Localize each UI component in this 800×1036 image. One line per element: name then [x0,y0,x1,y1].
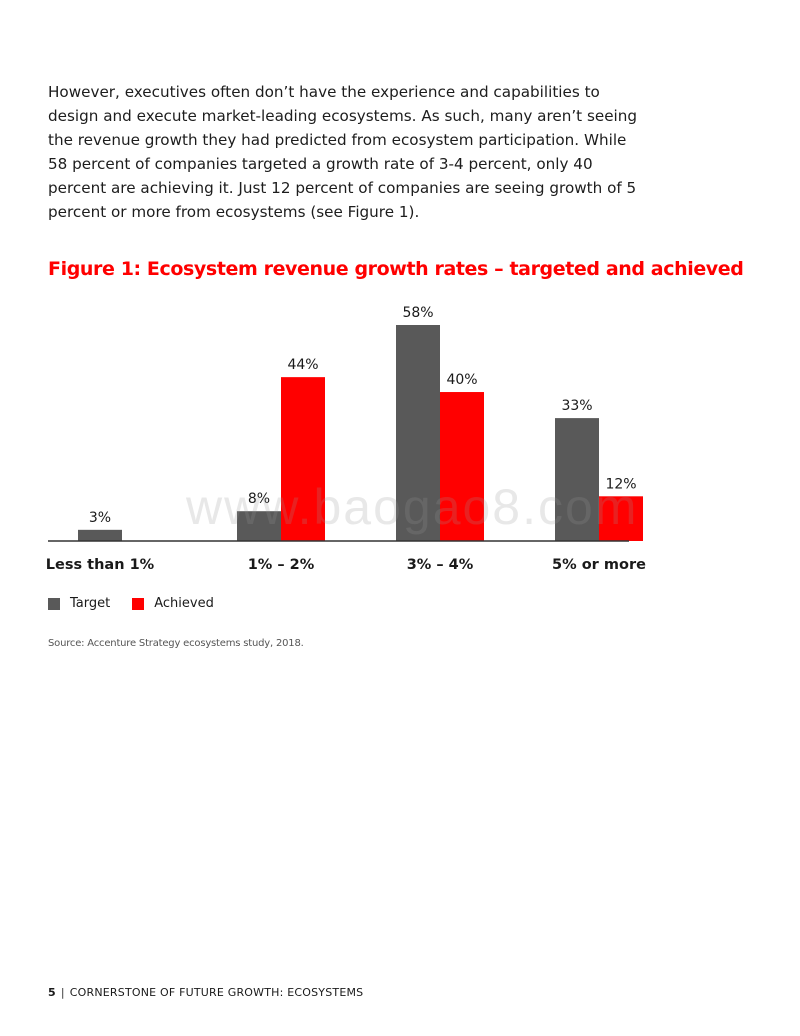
source-note: Source: Accenture Strategy ecosystems st… [48,638,304,649]
chart-value-labels: 3% 8% 44% 58% 40% 33% 12% [89,305,637,526]
bar-target-less-than-1pct [78,529,122,541]
legend-swatch-achieved [132,597,145,610]
chart-category-labels: Less than 1% 1% – 2% 3% – 4% 5% or more [46,557,646,573]
bar-achieved-5pct-or-more [599,496,643,541]
legend-label-target: Target [70,596,111,611]
legend-label-achieved: Achieved [154,596,214,611]
legend-item-target: Target [48,596,110,611]
value-label-target-less-than-1pct: 3% [89,510,111,526]
chart-legend: Target Achieved [48,596,236,611]
category-label-1pct-2pct: 1% – 2% [248,557,315,573]
page-number: 5 [48,986,56,999]
page-footer: 5 | CORNERSTONE OF FUTURE GROWTH: ECOSYSTE… [48,986,363,999]
legend-item-achieved: Achieved [132,596,214,611]
bar-target-3pct-4pct [396,325,440,541]
value-label-target-5pct-or-more: 33% [561,398,592,414]
bar-achieved-1pct-2pct [281,377,325,541]
value-label-achieved-1pct-2pct: 44% [287,357,318,373]
chart-bars [78,325,643,541]
bar-target-5pct-or-more [555,418,599,541]
figure-title: Figure 1: Ecosystem revenue growth rates… [48,258,744,280]
value-label-target-3pct-4pct: 58% [402,305,433,321]
legend-swatch-target [48,597,60,610]
bar-target-1pct-2pct [237,511,281,541]
intro-paragraph: However, executives often don’t have the… [48,83,638,221]
value-label-target-1pct-2pct: 8% [248,491,270,507]
category-label-3pct-4pct: 3% – 4% [407,557,474,573]
category-label-less-than-1pct: Less than 1% [46,557,155,573]
footer-separator: | [60,986,65,999]
footer-title: CORNERSTONE OF FUTURE GROWTH: ECOSYSTEMS [69,986,364,999]
watermark: www.baogao8.com [186,479,639,535]
value-label-achieved-5pct-or-more: 12% [605,476,636,492]
category-label-5pct-or-more: 5% or more [552,557,646,573]
bar-chart: 3% 8% 44% 58% 40% 33% 12% Less than 1% 1% – 2% 3… [46,305,646,573]
value-label-achieved-3pct-4pct: 40% [446,372,477,388]
bar-achieved-3pct-4pct [440,392,484,541]
